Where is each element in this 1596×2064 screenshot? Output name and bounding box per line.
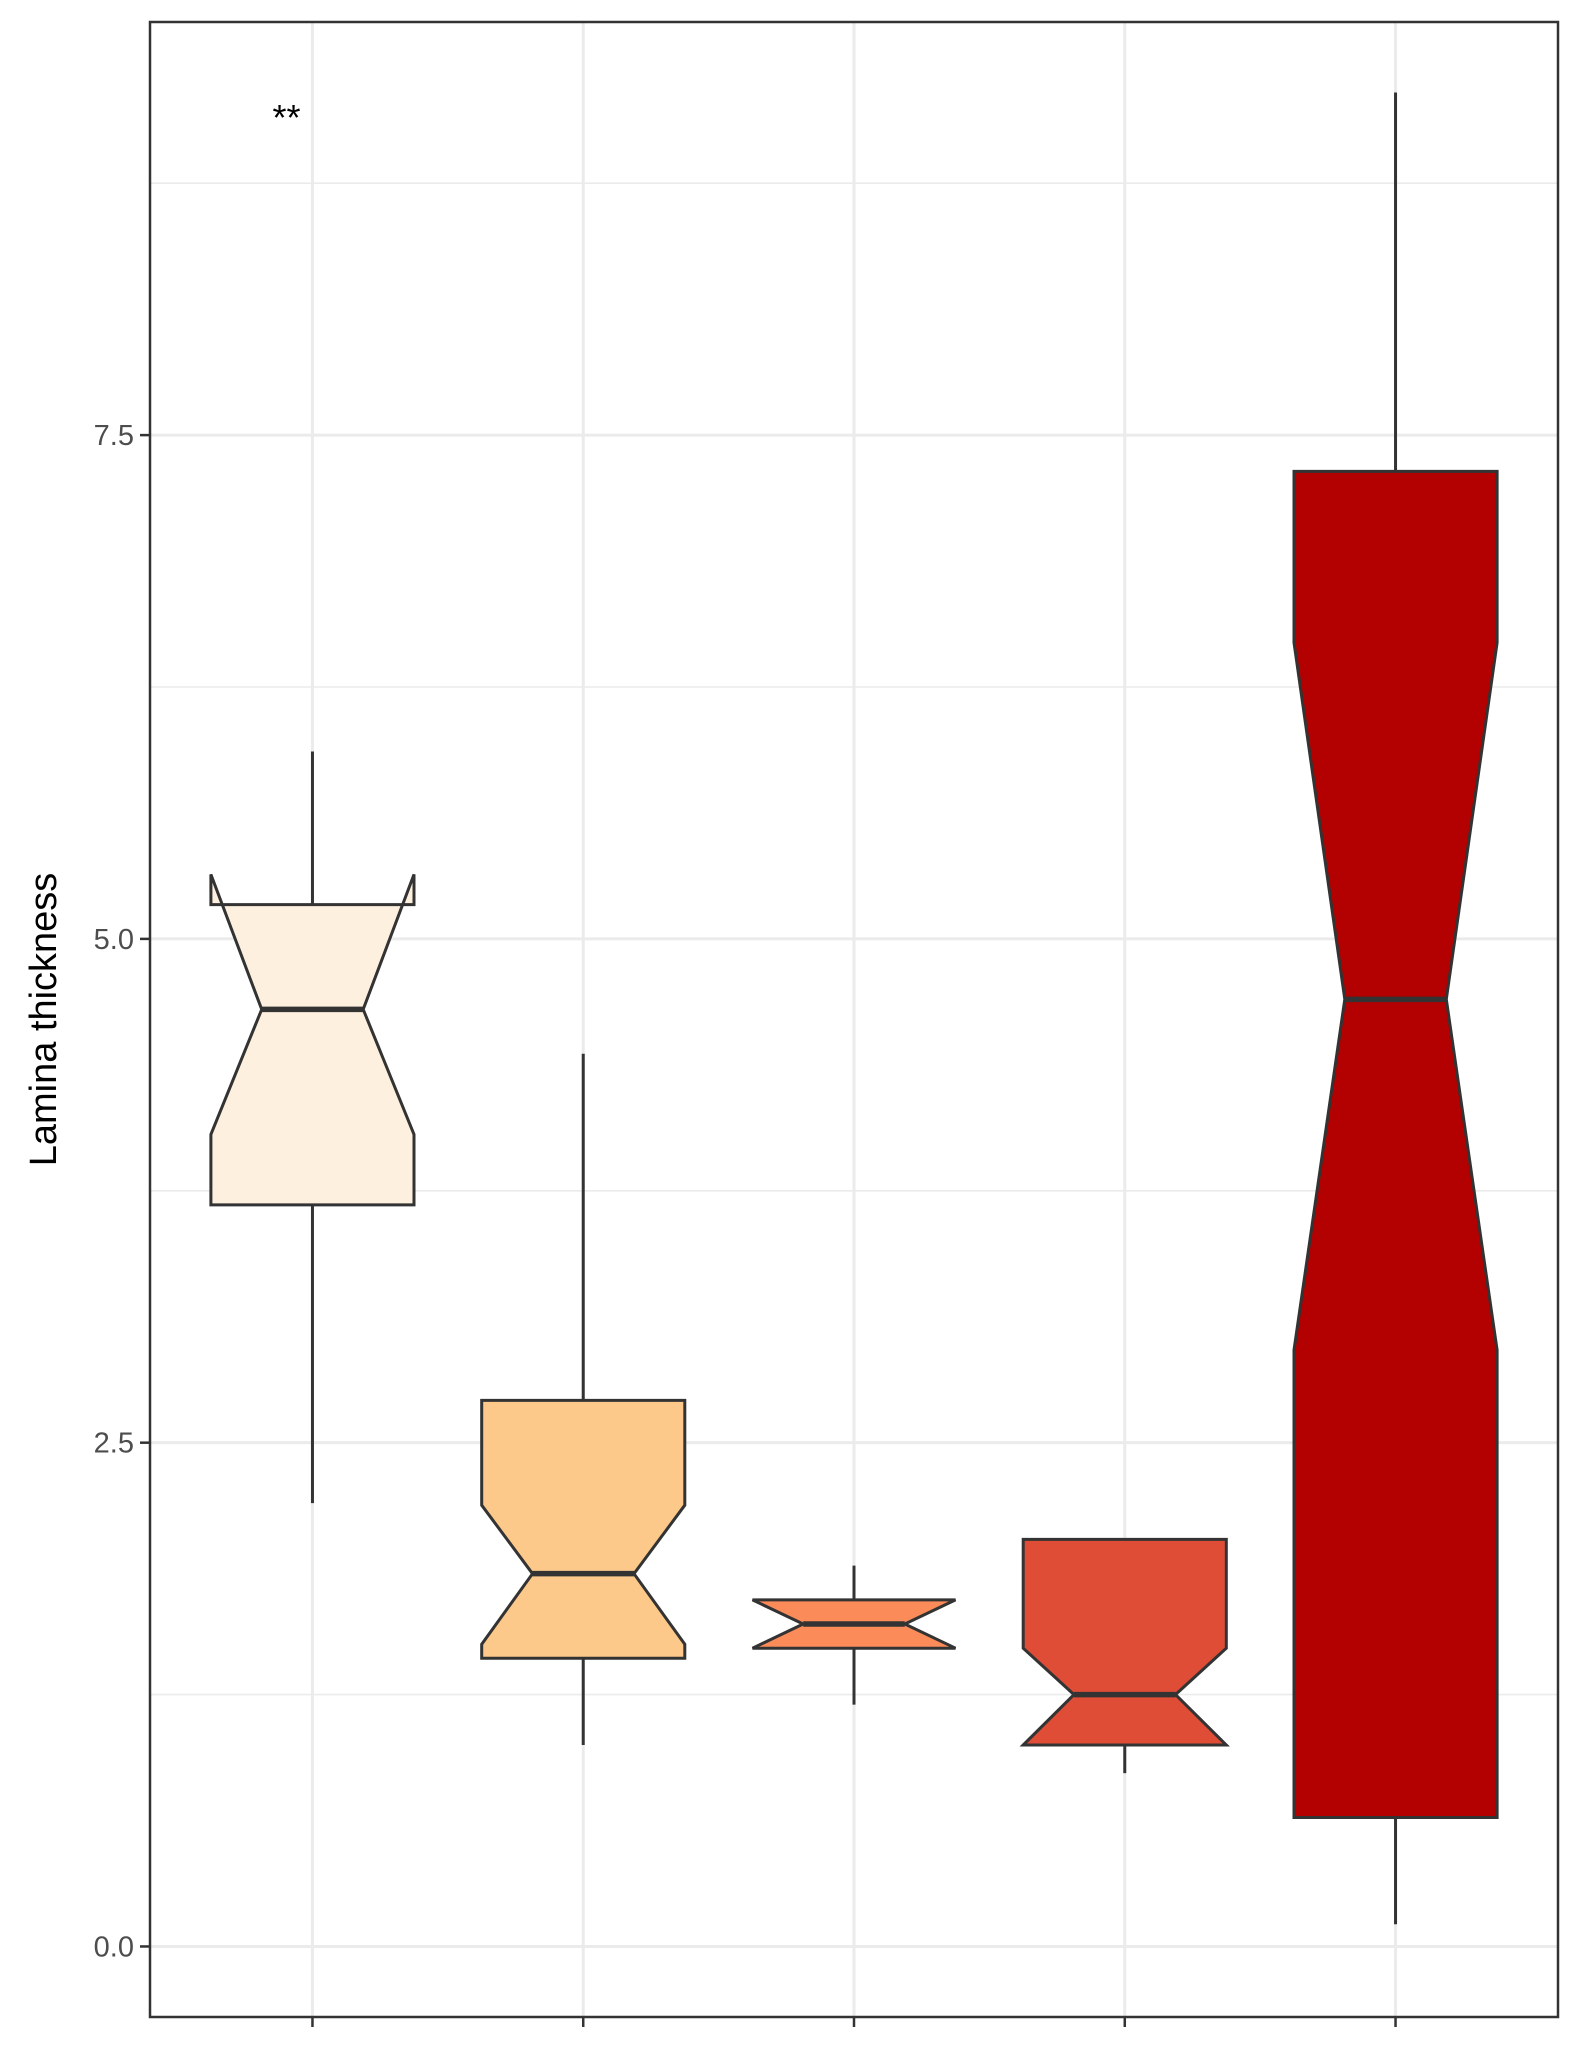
boxes: [209, 92, 1499, 1925]
box-3: [751, 1565, 957, 1705]
box-4: [1019, 1537, 1230, 1774]
y-tick-label: 0.0: [94, 1931, 134, 1963]
y-tick-label: 7.5: [94, 420, 134, 452]
box-5: [1292, 92, 1499, 1925]
box-body: [209, 873, 416, 1207]
significance-annotation: **: [272, 97, 300, 138]
axes: 0.0 2.5 5.0 7.5: [94, 420, 1397, 2027]
box-body: [1019, 1537, 1230, 1747]
box-1: [209, 751, 416, 1504]
y-tick-label: 2.5: [94, 1428, 134, 1460]
panel-border: [148, 20, 1560, 2019]
y-axis-title: Lamina thickness: [23, 873, 65, 1167]
box-2: [480, 1053, 687, 1745]
y-tick-label: 5.0: [94, 924, 134, 956]
box-body: [480, 1398, 687, 1660]
box-body: [1292, 469, 1499, 1819]
